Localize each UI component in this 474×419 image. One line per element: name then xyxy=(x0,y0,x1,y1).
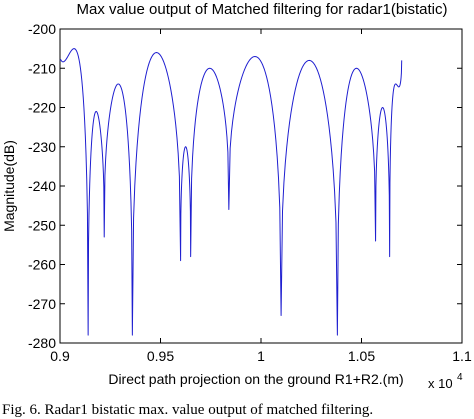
series-line xyxy=(59,48,403,336)
plot-area xyxy=(59,28,463,344)
x-tick-label: 1.1 xyxy=(452,348,472,364)
y-tick-label: -230 xyxy=(28,139,56,155)
y-tick-label: -240 xyxy=(28,178,56,194)
x-tick-label: 0.9 xyxy=(50,348,70,364)
y-tick-label: -200 xyxy=(28,21,56,37)
y-tick-label: -270 xyxy=(28,296,56,312)
x-tick-label: 0.95 xyxy=(147,348,174,364)
x-exponent-base: x 10 xyxy=(428,376,453,391)
y-tick-label: -280 xyxy=(28,335,56,351)
y-tick-label: -220 xyxy=(28,100,56,116)
y-tick-label: -250 xyxy=(28,217,56,233)
x-exponent-power: 4 xyxy=(457,372,463,383)
chart-title: Max value output of Matched filtering fo… xyxy=(76,1,447,18)
x-tick-label: 1 xyxy=(257,348,265,364)
x-axis-ticks: 0.9 0.95 1 1.05 1.1 xyxy=(50,29,472,364)
series-group xyxy=(59,48,403,336)
figure-caption: Fig. 6. Radar1 bistatic max. value outpu… xyxy=(2,402,373,418)
y-tick-label: -260 xyxy=(28,257,56,273)
x-tick-label: 1.05 xyxy=(348,348,375,364)
y-tick-label: -210 xyxy=(28,60,56,76)
y-axis-ticks: -200 -210 -220 -230 -240 -250 -260 -270 -280 xyxy=(28,21,462,351)
y-axis-label: Magnitude(dB) xyxy=(1,140,17,232)
x-axis-label: Direct path projection on the ground R1+… xyxy=(108,371,403,387)
